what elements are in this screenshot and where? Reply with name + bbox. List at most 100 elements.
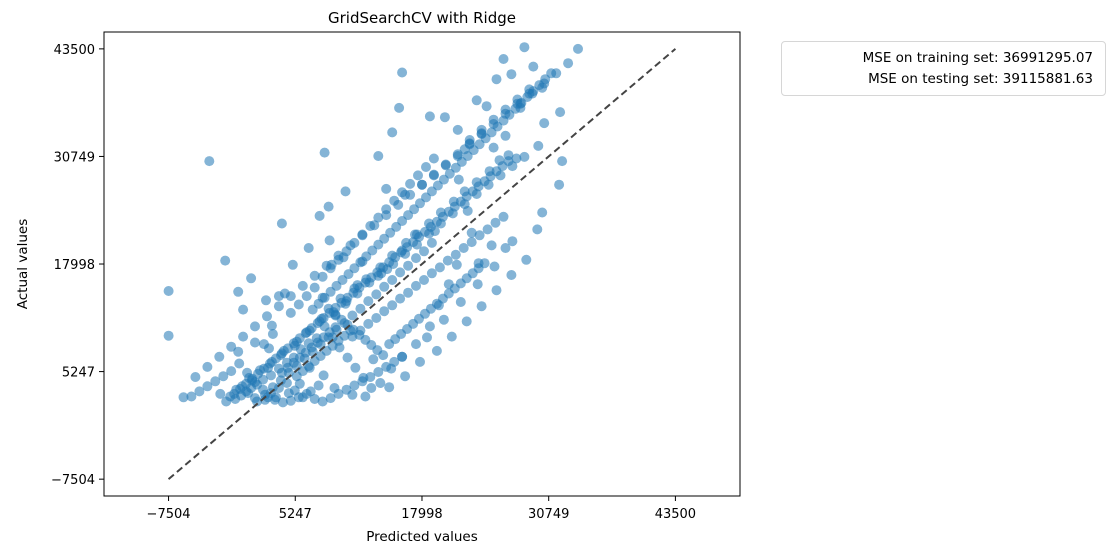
scatter-point [384, 382, 395, 393]
scatter-point [563, 58, 574, 69]
scatter-point [521, 254, 532, 265]
scatter-point [233, 346, 244, 357]
scatter-point [365, 372, 376, 382]
scatter-point [474, 230, 485, 241]
scatter-point [269, 394, 280, 405]
scatter-point [226, 341, 237, 352]
x-tick-label: 43500 [655, 507, 696, 522]
scatter-point [461, 316, 472, 327]
scatter-point [434, 262, 445, 273]
x-tick-label: 30749 [528, 507, 569, 522]
scatter-point [220, 255, 231, 266]
scatter-point [421, 162, 431, 172]
scatter-point [419, 246, 429, 257]
scatter-point [451, 259, 462, 270]
scatter-point [428, 169, 439, 180]
scatter-point [486, 240, 497, 251]
scatter-point [395, 293, 406, 304]
scatter-point [482, 224, 493, 235]
scatter-point [428, 153, 439, 164]
scatter-point [233, 286, 244, 297]
scatter-point [503, 156, 514, 167]
scatter-point [369, 220, 380, 231]
scatter-point [340, 186, 351, 197]
scatter-point [573, 43, 583, 54]
chart-title: GridSearchCV with Ridge [328, 9, 516, 27]
scatter-point [238, 331, 249, 342]
x-tick-label: 5247 [279, 507, 312, 522]
scatter-point [178, 392, 189, 403]
legend-entry-training-mse: MSE on training set: 36991295.07 [862, 50, 1093, 66]
scatter-point [319, 147, 330, 158]
x-axis-label: Predicted values [366, 529, 478, 545]
scatter-point [194, 386, 205, 397]
scatter-point [472, 279, 483, 290]
scatter-point [264, 343, 274, 354]
scatter-point [379, 281, 390, 292]
scatter-point [258, 384, 268, 395]
scatter-point [557, 156, 568, 167]
scatter-point [321, 260, 332, 271]
scatter-point [262, 311, 272, 322]
scatter-points [163, 42, 583, 408]
x-axis-ticks: −7504 5247 17998 30749 43500 [147, 496, 696, 522]
scatter-point [452, 124, 463, 135]
scatter-point [537, 207, 548, 218]
scatter-point [554, 179, 565, 190]
scatter-point [266, 370, 276, 381]
scatter-point [301, 388, 312, 399]
scatter-point [215, 388, 226, 399]
scatter-point [389, 356, 400, 367]
scatter-point [507, 236, 518, 247]
scatter-point [381, 361, 392, 372]
scatter-point [250, 337, 260, 348]
scatter-point [476, 301, 487, 312]
scatter-point [371, 313, 382, 323]
scatter-point [317, 271, 328, 282]
scatter-point [446, 331, 457, 342]
scatter-point [285, 395, 296, 406]
scatter-point [309, 282, 320, 293]
scatter-point [411, 253, 421, 264]
scatter-point [267, 329, 278, 339]
scatter-point [424, 321, 435, 332]
scatter-point [440, 159, 451, 170]
scatter-point [490, 217, 501, 228]
scatter-point [357, 376, 368, 387]
scatter-point [345, 240, 356, 251]
scatter-point [293, 392, 304, 403]
scatter-point [281, 378, 292, 388]
scatter-point [324, 235, 335, 246]
scatter-point [466, 227, 477, 238]
scatter-point [405, 178, 416, 189]
scatter-point [238, 304, 249, 315]
scatter-point [393, 199, 404, 210]
scatter-point [373, 367, 384, 377]
scatter-point [498, 54, 509, 64]
y-axis-ticks: −7504 5247 17998 30749 43500 [51, 43, 104, 488]
scatter-point [287, 259, 298, 270]
scatter-point [491, 285, 502, 296]
scatter-point [261, 295, 271, 306]
scatter-point [285, 291, 296, 302]
diagonal-reference-line [167, 48, 677, 480]
scatter-point [342, 352, 353, 363]
scatter-point [186, 391, 197, 402]
scatter-point [419, 275, 429, 285]
scatter-point [218, 371, 229, 382]
scatter-point [455, 297, 466, 307]
scatter-point [293, 299, 304, 310]
scatter-point [202, 361, 213, 372]
scatter-point [511, 153, 522, 164]
scatter-point [426, 268, 437, 279]
scatter-point [277, 397, 288, 408]
scatter-point [387, 127, 398, 138]
scatter-point [387, 275, 398, 285]
scatter-point [400, 371, 411, 382]
scatter-point [442, 255, 453, 266]
scatter-point [243, 388, 254, 399]
scatter-point [394, 102, 405, 113]
scatter-point [246, 273, 257, 284]
scatter-point [273, 383, 284, 393]
